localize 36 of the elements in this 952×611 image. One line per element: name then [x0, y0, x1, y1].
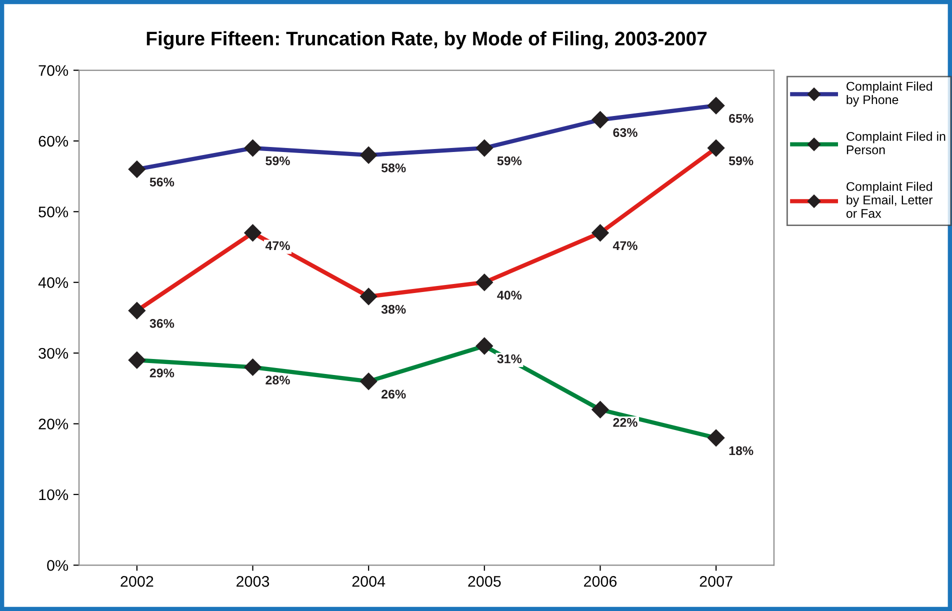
y-tick-label: 70% — [38, 65, 68, 76]
data-label: 65% — [729, 114, 754, 123]
x-tick-label: 2003 — [236, 576, 270, 587]
data-label: 59% — [728, 156, 754, 166]
data-label: 29% — [150, 368, 174, 378]
data-label: 28% — [266, 376, 290, 384]
data-label: 26% — [382, 390, 406, 399]
y-tick-label: 60% — [38, 136, 68, 147]
legend-label: Complaint Filed in Person — [846, 132, 946, 154]
data-label: 47% — [265, 241, 290, 250]
data-label: 22% — [613, 418, 638, 427]
x-tick-label: 2005 — [468, 576, 501, 587]
data-label: 59% — [266, 156, 290, 166]
y-tick-label: 20% — [38, 418, 68, 430]
legend-label: Complaint Filed by Email, Letter or Fax — [846, 182, 933, 218]
data-label: 31% — [497, 354, 522, 364]
x-tick-label: 2002 — [120, 576, 154, 587]
x-tick-label: 2007 — [700, 576, 732, 587]
data-label: 18% — [729, 446, 754, 456]
y-tick-label: 50% — [38, 206, 68, 218]
y-tick-label: 10% — [39, 489, 68, 500]
data-label: 36% — [150, 319, 174, 328]
x-tick-label: 2006 — [584, 576, 617, 587]
x-tick-label: 2004 — [352, 576, 386, 587]
y-tick-label: 30% — [38, 348, 68, 359]
data-label: 63% — [613, 128, 638, 138]
legend-label: Complaint Filed by Phone — [846, 82, 932, 107]
y-tick-label: 40% — [38, 277, 68, 288]
data-label: 40% — [497, 290, 522, 300]
data-label: 56% — [150, 178, 174, 186]
y-tick-label: 0% — [47, 560, 68, 571]
data-label: 47% — [612, 241, 638, 250]
data-label: 38% — [381, 304, 406, 314]
data-label: 59% — [497, 156, 522, 166]
data-label: 58% — [381, 164, 406, 172]
chart-title: Figure Fifteen: Truncation Rate, by Mode of Filing, 2003-2007 — [146, 31, 707, 50]
